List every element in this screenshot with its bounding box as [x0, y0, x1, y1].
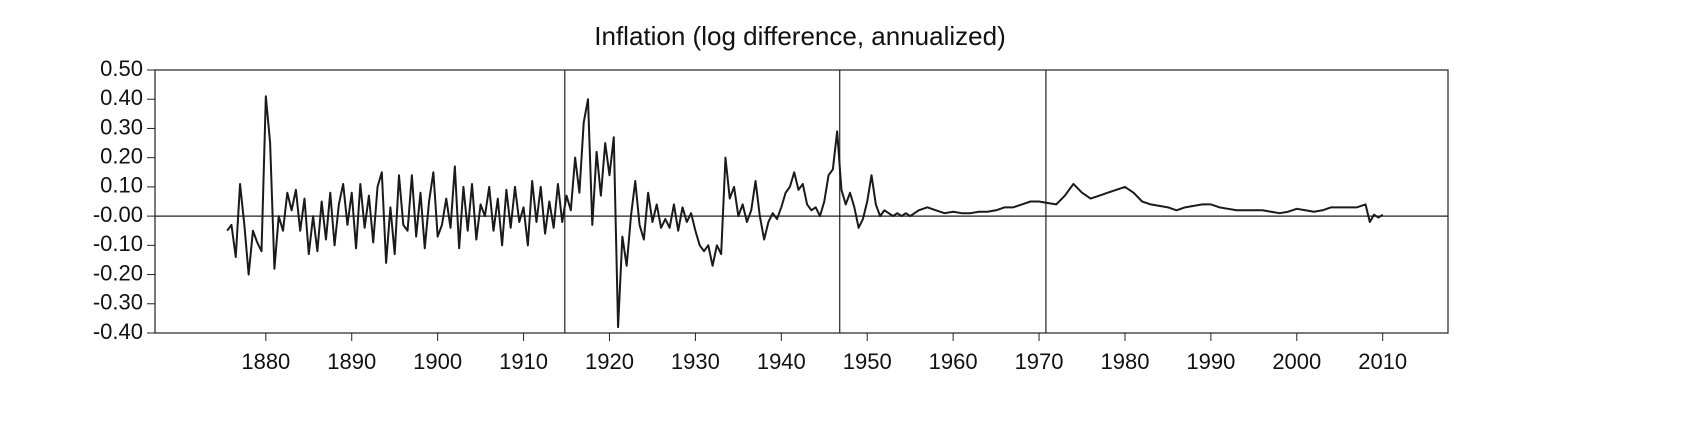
y-tick-label: -0.40: [93, 319, 143, 344]
y-tick-label: 0.20: [100, 143, 143, 168]
x-tick-label: 2000: [1272, 349, 1321, 374]
y-tick-label: -0.30: [93, 290, 143, 315]
plot-frame: [154, 69, 1449, 334]
y-tick-label: 0.50: [100, 56, 143, 81]
x-tick-label: 1890: [327, 349, 376, 374]
chart-title: Inflation (log difference, annualized): [594, 21, 1005, 51]
x-tick-label: 1920: [585, 349, 634, 374]
x-tick-label: 1880: [241, 349, 290, 374]
y-tick-label: -0.10: [93, 231, 143, 256]
x-tick-label: 1910: [499, 349, 548, 374]
y-tick-label: -0.20: [93, 260, 143, 285]
y-tick-label: 0.10: [100, 173, 143, 198]
x-tick-label: 1940: [757, 349, 806, 374]
x-tick-label: 1900: [413, 349, 462, 374]
x-tick-label: 1950: [843, 349, 892, 374]
data-line: [226, 95, 1384, 329]
x-tick-label: 1960: [929, 349, 978, 374]
x-tick-label: 1980: [1100, 349, 1149, 374]
y-tick-label: -0.00: [93, 202, 143, 227]
y-tick-label: 0.30: [100, 114, 143, 139]
x-tick-label: 1970: [1015, 349, 1064, 374]
x-tick-label: 1930: [671, 349, 720, 374]
x-tick-label: 2010: [1358, 349, 1407, 374]
y-tick-label: 0.40: [100, 85, 143, 110]
x-tick-label: 1990: [1186, 349, 1235, 374]
